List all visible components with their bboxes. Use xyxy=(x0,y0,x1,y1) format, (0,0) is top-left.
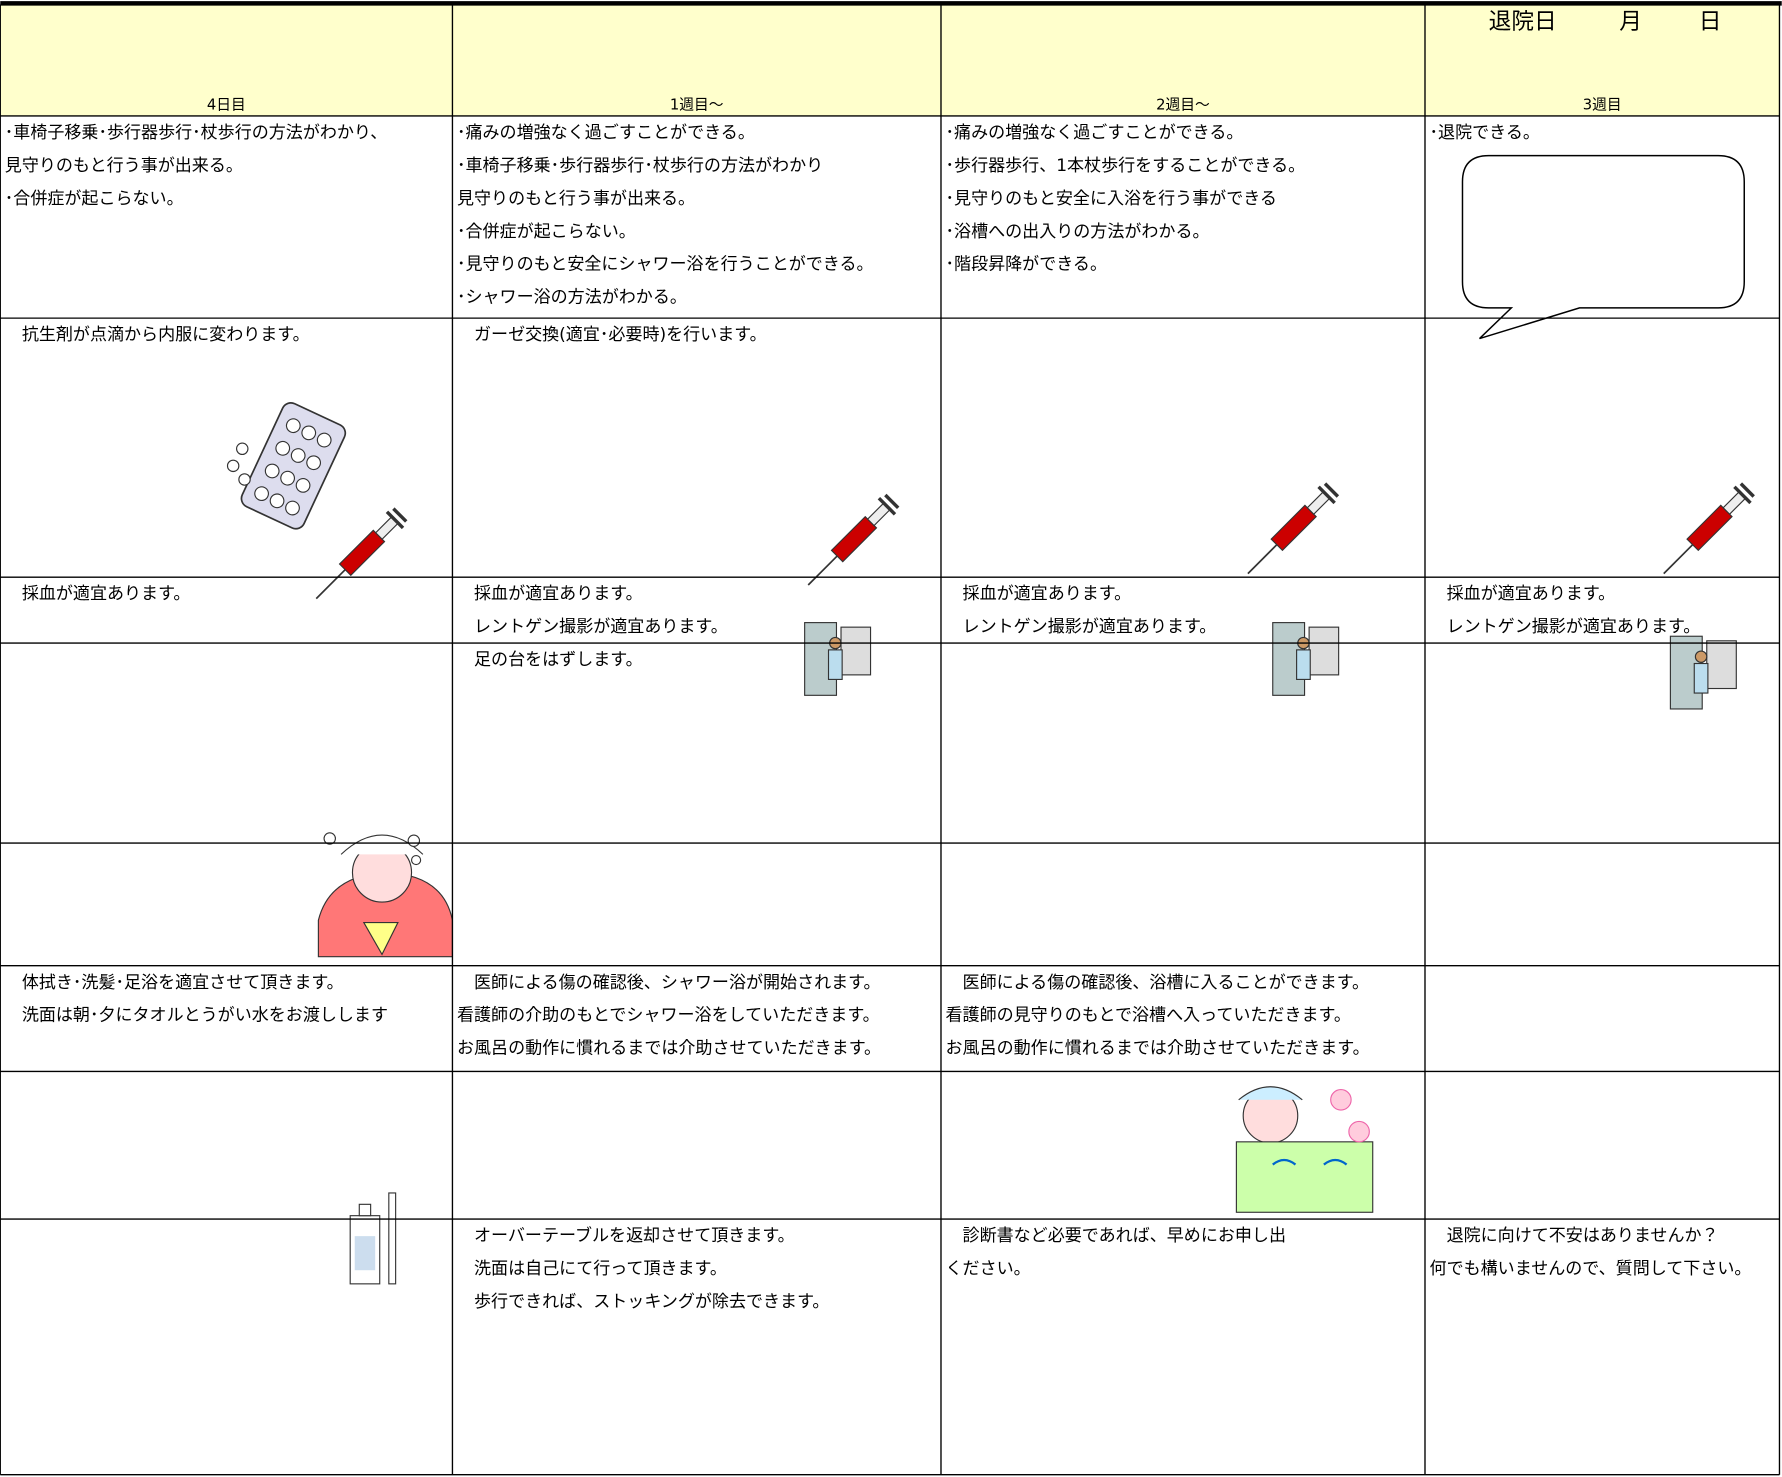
cell-text: 看護師の見守りのもとで浴槽へ入っていただきます。 xyxy=(946,1006,1351,1026)
speech-bubble xyxy=(1461,154,1745,340)
cell-text: ･シャワー浴の方法がわかる。 xyxy=(457,288,687,308)
x-ray-machine xyxy=(804,622,872,696)
column-header: 3週目 xyxy=(1583,97,1622,114)
cell-text: 体拭き･洗髪･足浴を適宜させて頂きます。 xyxy=(5,973,344,993)
header-band xyxy=(0,4,1780,116)
pills xyxy=(226,442,251,486)
toothbrush-set xyxy=(349,1192,397,1285)
cell-text: 何でも構いませんので、質問して下さい。 xyxy=(1430,1259,1752,1279)
cell-text: ガーゼ交換(適宜･必要時)を行います。 xyxy=(457,325,767,345)
cell-text: ･浴槽への出入りの方法がわかる。 xyxy=(946,222,1210,242)
cell-text: ･歩行器歩行、1本杖歩行をすることができる。 xyxy=(946,156,1306,176)
cell-text: 医師による傷の確認後、シャワー浴が開始されます。 xyxy=(457,973,881,993)
cell-text: 洗面は朝･夕にタオルとうがい水をお渡しします xyxy=(5,1006,388,1026)
cell-text: ･合併症が起こらない。 xyxy=(457,222,636,242)
discharge-month: 月 xyxy=(1619,9,1642,35)
column-header: 2週目～ xyxy=(1156,97,1210,114)
cell-text: 診断書など必要であれば、早めにお申し出 xyxy=(946,1226,1286,1246)
cell-text: ･見守りのもと安全にシャワー浴を行うことができる。 xyxy=(457,255,874,275)
cell-text: 洗面は自己にて行って頂きます。 xyxy=(457,1259,727,1279)
cell-text: 採血が適宜あります。 xyxy=(457,584,643,604)
syringe xyxy=(315,507,408,600)
bath-person xyxy=(1235,1086,1374,1213)
cell-text: お風呂の動作に慣れるまでは介助させていただきます。 xyxy=(457,1039,881,1059)
cell-text: ･痛みの増強なく過ごすことができる。 xyxy=(946,123,1244,143)
cell-text: レントゲン撮影が適宜あります。 xyxy=(1430,617,1701,637)
cell-text: お風呂の動作に慣れるまでは介助させていただきます。 xyxy=(946,1039,1370,1059)
cell-text: 退院に向けて不安はありませんか？ xyxy=(1430,1226,1719,1246)
cell-text: ･車椅子移乗･歩行器歩行･杖歩行の方法がわかり xyxy=(457,156,823,176)
cell-text: ･合併症が起こらない。 xyxy=(5,189,184,209)
cell-text: ･退院できる。 xyxy=(1430,123,1540,143)
cell-text: 医師による傷の確認後、浴槽に入ることができます。 xyxy=(946,973,1370,993)
cell-text: ･見守りのもと安全に入浴を行う事ができる xyxy=(946,189,1277,209)
cell-text: レントゲン撮影が適宜あります。 xyxy=(946,617,1217,637)
cell-text: オーバーテーブルを返却させて頂きます。 xyxy=(457,1225,795,1246)
column-header: 4日目 xyxy=(207,97,246,114)
hair-wash-person xyxy=(317,832,454,958)
cell-text: 見守りのもと行う事が出来る。 xyxy=(457,189,695,209)
cell-text: 歩行できれば、ストッキングが除去できます。 xyxy=(457,1292,829,1312)
cell-text: 採血が適宜あります。 xyxy=(1430,584,1616,604)
cell-text: ･痛みの増強なく過ごすことができる。 xyxy=(457,123,755,143)
discharge-label: 退院日 xyxy=(1489,9,1557,35)
cell-text: ･車椅子移乗･歩行器歩行･杖歩行の方法がわかり、 xyxy=(5,123,388,143)
cell-text: 足の台をはずします。 xyxy=(457,650,643,670)
cell-text: レントゲン撮影が適宜あります。 xyxy=(457,617,728,637)
cell-text: 採血が適宜あります。 xyxy=(946,584,1132,604)
column-header: 1週目～ xyxy=(670,97,724,114)
cell-text: 看護師の介助のもとでシャワー浴をしていただきます。 xyxy=(457,1006,880,1026)
pill-pack xyxy=(240,402,347,530)
cell-text: ください。 xyxy=(946,1259,1031,1279)
cell-text: 見守りのもと行う事が出来る。 xyxy=(5,156,243,176)
cell-text: ･階段昇降ができる。 xyxy=(946,255,1107,275)
discharge-day: 日 xyxy=(1699,9,1722,35)
cell-text: 採血が適宜あります。 xyxy=(5,584,191,604)
cell-text: 抗生剤が点滴から内服に変わります。 xyxy=(5,325,310,345)
